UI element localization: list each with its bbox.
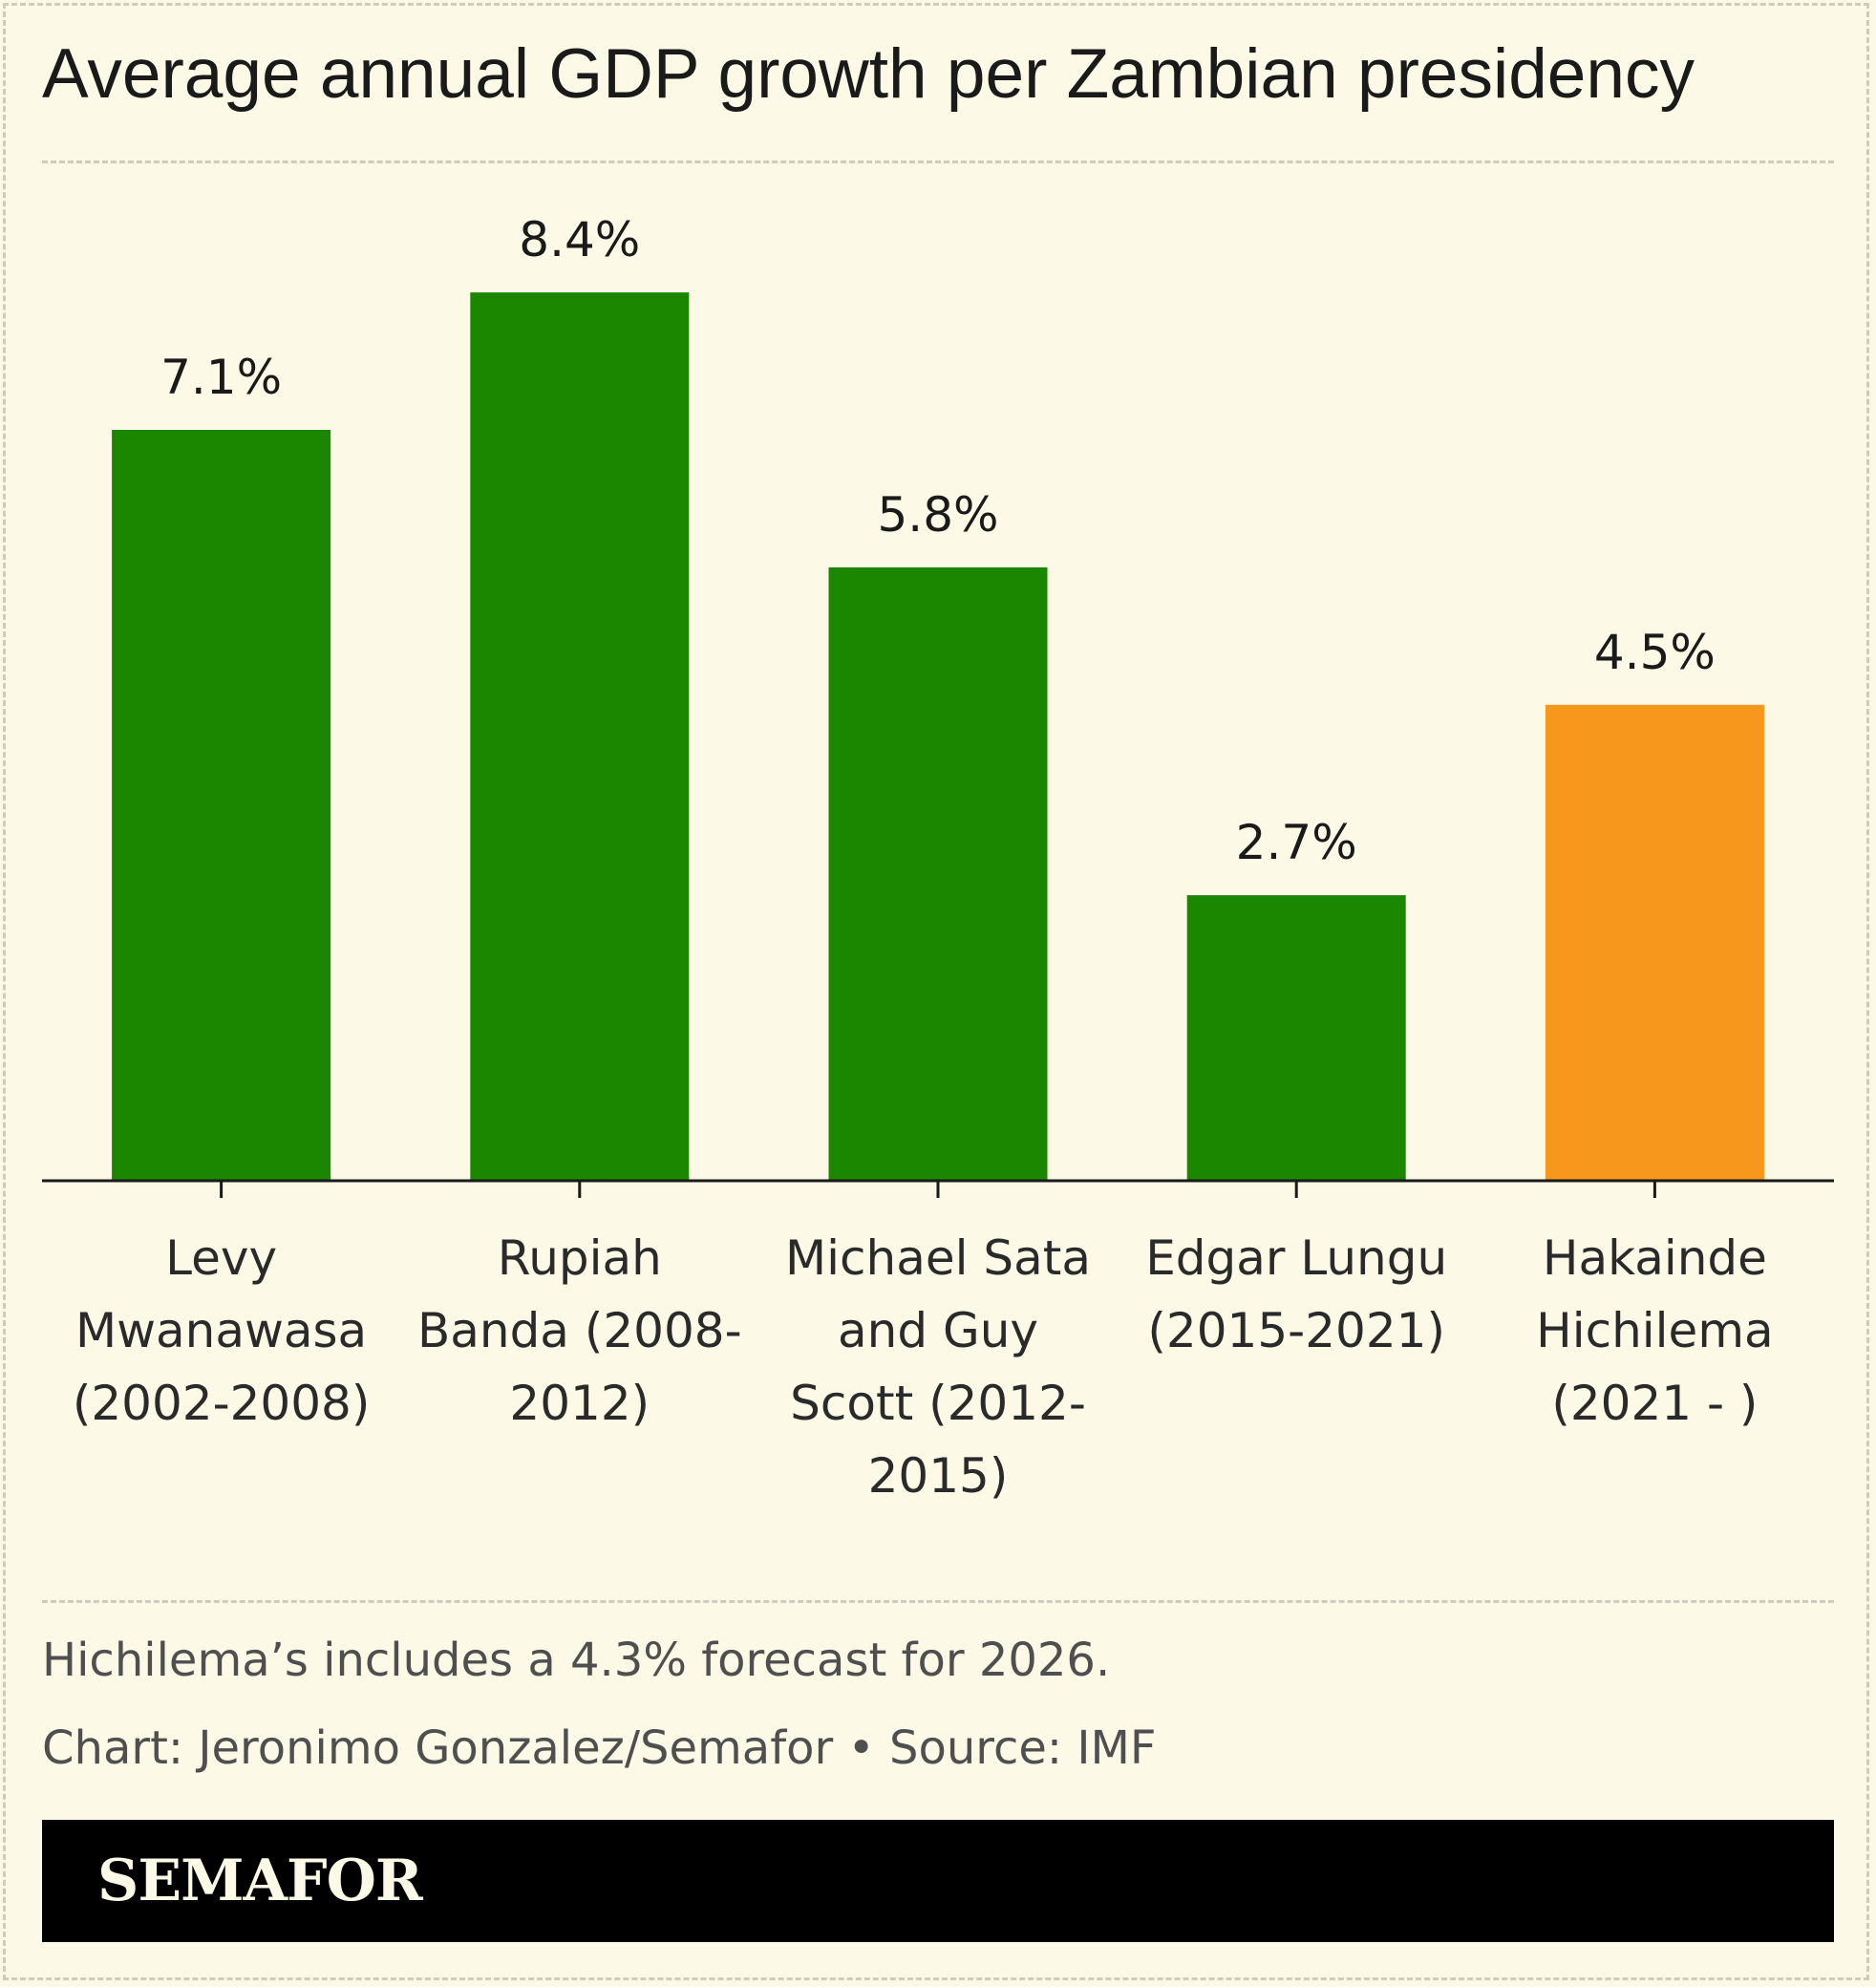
chart-note: Hichilema’s includes a 4.3% forecast for…	[42, 1634, 1111, 1687]
bar-1	[112, 430, 331, 1181]
value-labels-layer: 7.1% 8.4% 5.8% 2.7% 4.5%	[160, 212, 1716, 870]
x-tick-label-1: Levy Mwanawasa (2002-2008)	[73, 1230, 371, 1431]
chart-frame	[3, 3, 1869, 1980]
brand-logo: SEMAFOR	[97, 1848, 423, 1914]
bar-value-label-1: 7.1%	[160, 350, 282, 405]
x-axis-ticks	[220, 1181, 1656, 1198]
bar-value-label-4: 2.7%	[1236, 815, 1357, 870]
top-divider	[42, 160, 1834, 163]
bar-5	[1545, 704, 1764, 1181]
bar-chart: 7.1% 8.4% 5.8% 2.7% 4.5% Levy Mwanawasa (2002-…	[42, 212, 1834, 1504]
chart-title: Average annual GDP growth per Zambian pr…	[42, 35, 1695, 113]
brand-bar: SEMAFOR	[42, 1820, 1834, 1942]
x-tick-label-3: Michael Sata and Guy Scott (2012-2015)	[785, 1230, 1091, 1504]
x-tick-label-4: Edgar Lungu (2015-2021)	[1145, 1230, 1447, 1358]
bars-layer	[112, 292, 1764, 1182]
bar-2	[470, 292, 690, 1182]
bar-value-label-2: 8.4%	[519, 212, 640, 267]
x-tick-label-2: Rupiah Banda (2008-2012)	[417, 1230, 742, 1431]
x-axis-tick-labels: Levy Mwanawasa (2002-2008)Rupiah Banda (200…	[73, 1230, 1774, 1504]
x-tick-label-5: Hakainde Hichilema (2021 - )	[1536, 1230, 1774, 1431]
bottom-divider	[42, 1600, 1834, 1603]
bar-3	[828, 566, 1048, 1181]
bar-value-label-5: 4.5%	[1594, 625, 1716, 680]
chart-credit: Chart: Jeronimo Gonzalez/Semafor • Sourc…	[42, 1721, 1157, 1775]
bar-4	[1186, 895, 1406, 1181]
bar-value-label-3: 5.8%	[877, 487, 998, 543]
